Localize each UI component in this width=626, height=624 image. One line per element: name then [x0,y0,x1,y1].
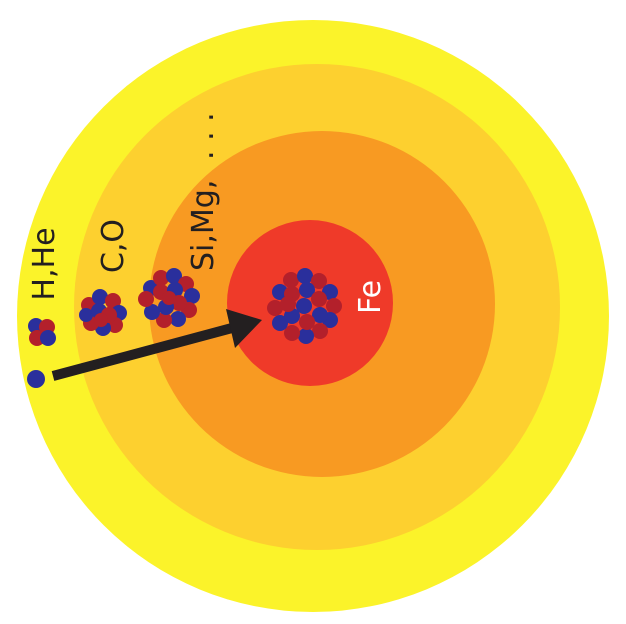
h-he-nucleus-icon [28,318,56,346]
label-si-mg-ellipsis: . . . [186,112,221,160]
label-c-o: C,O [96,219,131,273]
label-h-he: H,He [27,227,62,300]
proton-icon [27,370,45,388]
label-fe: Fe [353,280,388,314]
label-si-mg: Si,Mg, [186,180,221,271]
